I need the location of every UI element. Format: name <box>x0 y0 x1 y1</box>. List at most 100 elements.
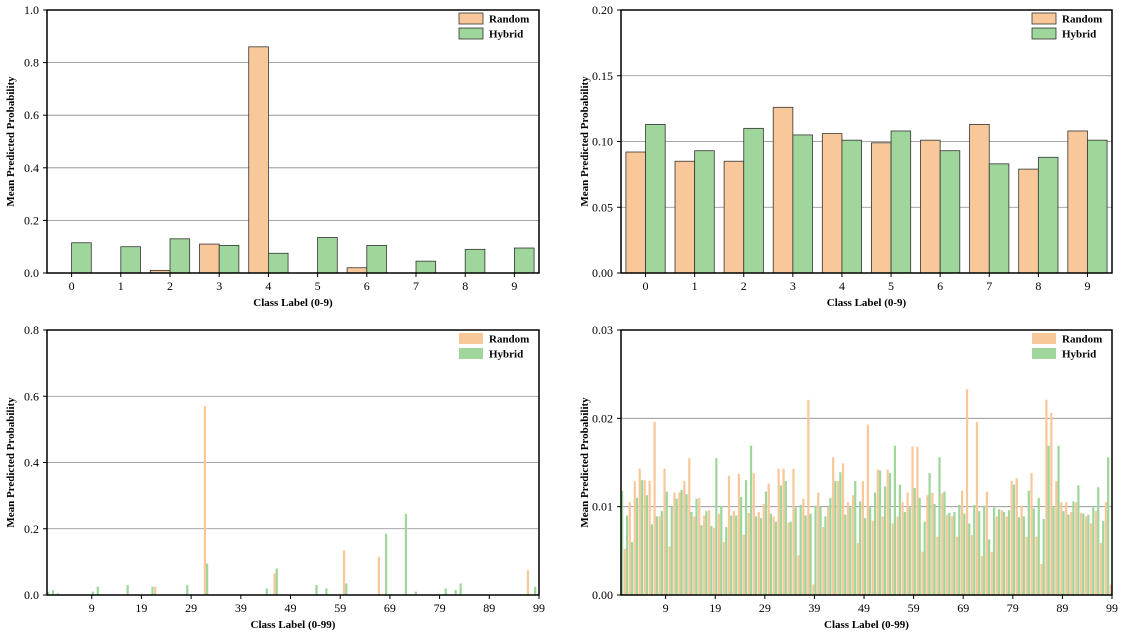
random-bar <box>797 555 800 595</box>
hybrid-bar <box>814 505 817 595</box>
x-tick-label: 99 <box>533 601 545 615</box>
bars <box>71 46 535 274</box>
hybrid-bar <box>784 481 787 595</box>
bars <box>621 389 1112 595</box>
y-axis-label: Mean Predicted Probability <box>579 76 591 207</box>
hybrid-bar <box>630 542 634 595</box>
random-bar <box>906 492 909 595</box>
random-bar <box>1025 536 1028 595</box>
hybrid-bar <box>997 509 1001 595</box>
x-tick-label: 4 <box>265 279 271 293</box>
random-bar <box>1067 130 1088 274</box>
random-bar <box>980 556 984 595</box>
legend-label-random: Random <box>489 334 529 346</box>
x-tick-label: 99 <box>1106 601 1118 615</box>
hybrid-bar <box>1097 487 1100 595</box>
x-tick-label: 0 <box>643 279 649 293</box>
hybrid-bar <box>454 590 457 595</box>
y-tick-label: 0.4 <box>24 456 39 470</box>
random-bar <box>762 504 765 595</box>
hybrid-bar <box>1027 490 1030 595</box>
y-tick-label: 0.0 <box>24 588 39 602</box>
random-bar <box>995 516 998 595</box>
random-bar <box>1050 413 1053 595</box>
y-tick-label: 0.02 <box>592 411 613 425</box>
y-tick-label: 0.6 <box>24 108 39 122</box>
random-bar <box>1070 511 1073 595</box>
hybrid-bar <box>859 501 862 595</box>
hybrid-bar <box>1032 508 1035 595</box>
random-bar <box>628 502 631 595</box>
hybrid-bar <box>774 521 777 595</box>
hybrid-bar <box>988 539 991 595</box>
plot-area <box>47 10 539 273</box>
x-axis-label: Class Label (0-99) <box>824 619 909 631</box>
random-bar <box>1104 502 1108 595</box>
random-bar <box>1094 511 1098 595</box>
random-bar <box>1055 481 1058 595</box>
x-tick-label: 1 <box>692 279 698 293</box>
random-bar <box>822 526 825 595</box>
random-bar <box>827 507 830 595</box>
random-bar <box>658 516 661 595</box>
hybrid-bar <box>675 498 678 595</box>
y-axis-label: Mean Predicted Probability <box>5 76 17 207</box>
random-bar <box>346 267 368 274</box>
chart-svg: 0.0 0.2 0.4 0.6 0.8 1.0 0 1 2 3 4 5 6 7 8 9 Class Label … <box>5 3 540 309</box>
random-bar <box>886 469 889 595</box>
random-bar <box>861 481 865 595</box>
hybrid-bar <box>973 504 976 595</box>
hybrid-bar <box>764 491 768 595</box>
hybrid-bar <box>903 511 906 595</box>
random-bar <box>851 495 855 595</box>
hybrid-bar <box>695 498 698 595</box>
random-bar <box>1040 564 1043 595</box>
random-bar <box>698 497 701 595</box>
random-bar <box>723 160 745 274</box>
hybrid-bar <box>898 484 901 595</box>
hybrid-bar <box>754 516 758 595</box>
hybrid-bar <box>849 507 852 595</box>
y-tick-label: 0.4 <box>24 161 39 175</box>
random-bar <box>757 511 760 595</box>
x-tick-label: 69 <box>384 601 396 615</box>
hybrid-bar <box>834 481 837 595</box>
hybrid-bar <box>444 588 447 595</box>
hybrid-bar <box>799 504 802 595</box>
random-bar <box>643 480 646 595</box>
x-tick-label: 5 <box>315 279 321 293</box>
random-bar <box>623 549 626 595</box>
legend-swatch-hybrid <box>1031 27 1057 40</box>
hybrid-bar <box>660 511 663 595</box>
y-tick-label: 1.0 <box>24 3 39 17</box>
random-bar <box>921 551 924 595</box>
hybrid-bar <box>953 511 956 595</box>
legend-swatch-random <box>458 12 484 25</box>
hybrid-bar <box>963 513 966 595</box>
hybrid-bar <box>625 515 629 595</box>
hybrid-bar <box>715 458 718 595</box>
hybrid-bar <box>735 515 738 595</box>
legend-swatch-hybrid <box>1032 348 1056 359</box>
hybrid-bar <box>913 488 916 595</box>
hybrid-bar <box>51 590 55 595</box>
hybrid-bar <box>655 516 658 595</box>
hybrid-bar <box>804 515 807 595</box>
hybrid-bar <box>1072 501 1075 595</box>
chart-panel-top-right: 0.00 0.05 0.10 0.15 0.20 0 1 2 3 4 5 6 7 8 9 Class Labe… <box>561 0 1122 318</box>
hybrid-bar <box>1017 517 1020 595</box>
hybrid-bar <box>918 497 921 595</box>
random-bar <box>821 133 843 274</box>
chart-svg: 0.00 0.05 0.10 0.15 0.20 0 1 2 3 4 5 6 7 8 9 Class Labe… <box>579 3 1113 309</box>
x-tick-label: 3 <box>216 279 222 293</box>
legend-swatch-hybrid <box>458 27 484 40</box>
random-bar <box>683 481 686 595</box>
x-tick-label: 59 <box>908 601 920 615</box>
gridlines <box>47 395 539 530</box>
x-tick-label: 2 <box>741 279 747 293</box>
hybrid-bar <box>841 139 862 274</box>
y-tick-label: 0.01 <box>592 500 613 514</box>
random-bar <box>911 446 914 595</box>
hybrid-bar <box>759 518 763 595</box>
hybrid-bar <box>265 588 268 595</box>
